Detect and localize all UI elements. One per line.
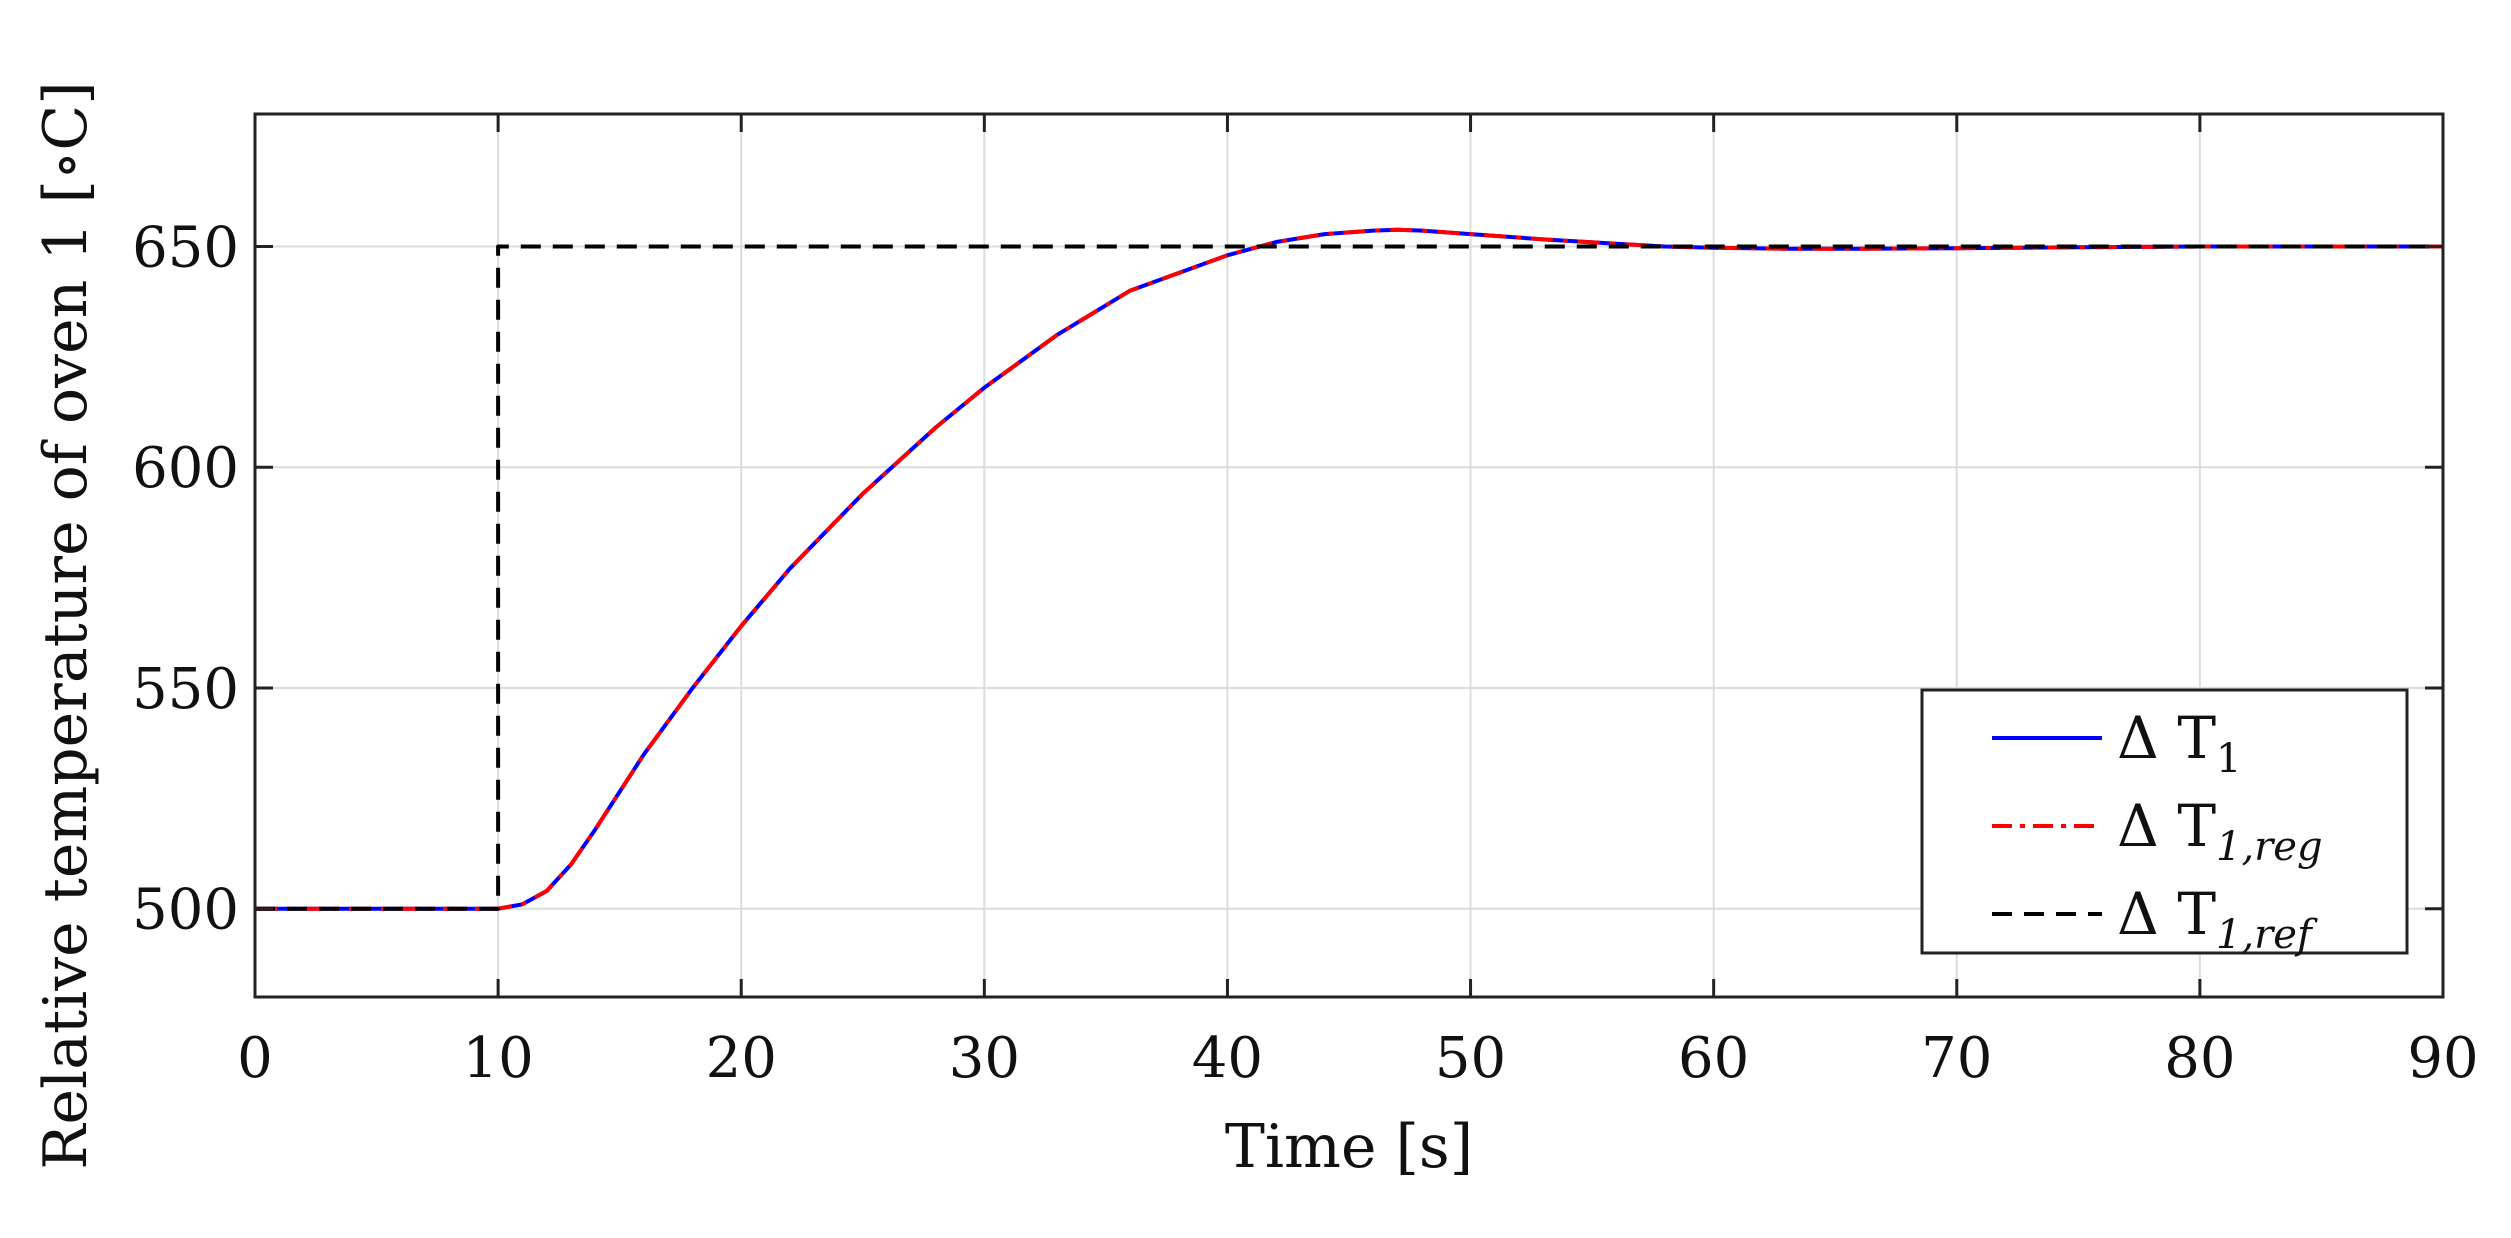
- x-tick-label: 90: [2407, 1026, 2478, 1091]
- x-tick-label: 50: [1435, 1026, 1506, 1091]
- plot-frame: [253, 112, 2445, 999]
- x-tick-label: 10: [462, 1026, 533, 1091]
- x-tick-label: 40: [1192, 1026, 1263, 1091]
- legend-label: Δ T1,ref: [2117, 880, 2318, 958]
- legend-box: [1920, 688, 2409, 955]
- x-tick-label: 60: [1678, 1026, 1749, 1091]
- x-axis-label: Time [s]: [1225, 1112, 1473, 1182]
- x-tick-label: 30: [949, 1026, 1020, 1091]
- y-axis-label: Relative temperature of oven 1 [∘C]: [31, 81, 101, 1169]
- x-tick-label: 80: [2164, 1026, 2235, 1091]
- axes: 0 10 20 30 40 50 60 70 80 90 500 550 600 650: [132, 112, 2479, 1091]
- series-line: [255, 227, 2443, 911]
- y-tick-label: 650: [132, 215, 239, 280]
- legend-label: Δ T1: [2117, 704, 2241, 782]
- legend-label: Δ T1,reg: [2117, 792, 2323, 870]
- x-tick-label: 20: [706, 1026, 777, 1091]
- x-tick-label: 70: [1921, 1026, 1992, 1091]
- series-lines: [255, 227, 2443, 911]
- legend: Δ T1 Δ T1,reg Δ T1,ref: [1920, 688, 2409, 958]
- y-tick-label: 550: [132, 657, 239, 722]
- x-tick-label: 0: [237, 1026, 273, 1091]
- y-tick-label: 500: [132, 878, 239, 943]
- y-tick-label: 600: [132, 436, 239, 501]
